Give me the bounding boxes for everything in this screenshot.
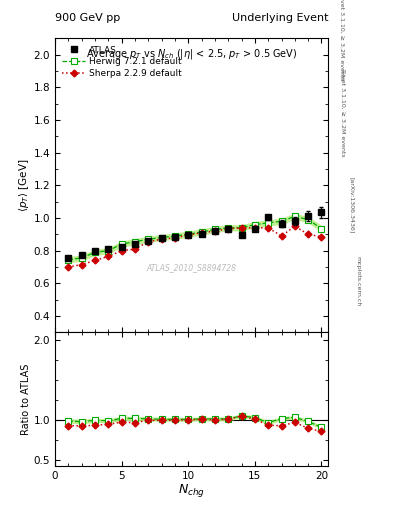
Text: Underlying Event: Underlying Event	[231, 13, 328, 23]
Text: [arXiv:1306.3436]: [arXiv:1306.3436]	[349, 177, 354, 233]
Text: Average $p_T$ vs $N_{ch}$ ($|\eta|$ < 2.5, $p_T$ > 0.5 GeV): Average $p_T$ vs $N_{ch}$ ($|\eta|$ < 2.…	[86, 47, 298, 61]
Text: mcplots.cern.ch: mcplots.cern.ch	[356, 257, 361, 307]
Text: 900 GeV pp: 900 GeV pp	[55, 13, 120, 23]
Text: Rivet 3.1.10, ≥ 3.2M events: Rivet 3.1.10, ≥ 3.2M events	[339, 0, 344, 81]
Text: Rivet 3.1.10, ≥ 3.2M events: Rivet 3.1.10, ≥ 3.2M events	[340, 69, 345, 157]
Y-axis label: $\langle p_T \rangle$ [GeV]: $\langle p_T \rangle$ [GeV]	[17, 159, 31, 212]
X-axis label: $N_{chg}$: $N_{chg}$	[178, 482, 205, 499]
Legend: ATLAS, Herwig 7.2.1 default, Sherpa 2.2.9 default: ATLAS, Herwig 7.2.1 default, Sherpa 2.2.…	[59, 43, 185, 81]
Y-axis label: Ratio to ATLAS: Ratio to ATLAS	[21, 364, 31, 435]
Text: ATLAS_2010_S8894728: ATLAS_2010_S8894728	[147, 263, 237, 272]
